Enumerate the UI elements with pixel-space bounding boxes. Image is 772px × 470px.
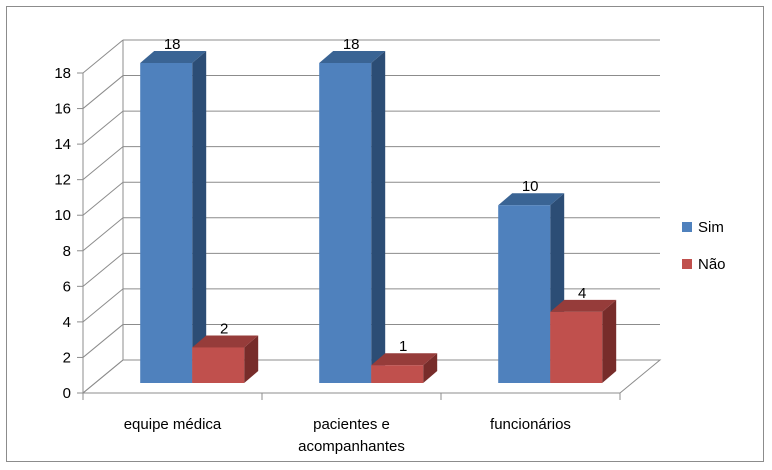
bar-não [371, 365, 424, 383]
bar-side-não [423, 353, 438, 383]
y-tick-label: 2 [63, 349, 71, 366]
bar-não [192, 347, 245, 383]
data-label: 4 [578, 285, 586, 302]
y-tick-label: 6 [63, 278, 71, 295]
bar-não [550, 311, 603, 383]
legend-swatch-não [682, 259, 692, 269]
bar-top-não [192, 335, 259, 348]
legend-swatch-sim [682, 222, 692, 232]
data-label: 18 [343, 36, 360, 53]
legend-label: Não [698, 256, 726, 273]
bar-side-sim [371, 51, 386, 383]
bar-sim [319, 63, 372, 383]
x-category-label: funcionários [490, 416, 571, 433]
side-wall-gridline [82, 217, 124, 252]
bar-top-sim [140, 51, 207, 63]
bar-side-não [602, 299, 617, 383]
y-tick-label: 4 [63, 314, 71, 331]
side-wall-gridline [82, 252, 124, 287]
bar-top-não [550, 299, 617, 312]
x-category-label: pacientes e [313, 416, 390, 433]
x-category-label: equipe médica [124, 416, 222, 433]
bar-top-sim [498, 193, 565, 206]
y-tick-label: 18 [54, 65, 71, 82]
data-label: 18 [164, 36, 181, 53]
y-tick-label: 0 [63, 385, 71, 402]
y-tick-label: 8 [63, 243, 71, 260]
y-tick-label: 10 [54, 207, 71, 224]
legend-label: Sim [698, 219, 724, 236]
side-wall-gridline [82, 39, 124, 74]
y-tick-label: 14 [54, 136, 71, 153]
bar-side-não [244, 335, 259, 383]
side-wall-gridline [82, 324, 124, 358]
data-label: 10 [522, 178, 539, 195]
side-wall-gridline [82, 75, 124, 109]
data-label: 1 [399, 338, 407, 355]
side-wall-gridline [82, 146, 124, 181]
bar-side-sim [192, 51, 207, 383]
side-wall-gridline [82, 110, 124, 145]
bar-sim [140, 63, 193, 383]
y-tick-label: 12 [54, 172, 71, 189]
side-wall-gridline [82, 288, 124, 323]
bar-sim [498, 205, 551, 383]
bar-top-sim [319, 51, 386, 63]
x-category-label: acompanhantes [298, 438, 405, 455]
side-wall-gridline [82, 181, 124, 216]
data-label: 2 [220, 320, 228, 337]
y-tick-label: 16 [54, 101, 71, 118]
bar-top-não [371, 353, 438, 366]
